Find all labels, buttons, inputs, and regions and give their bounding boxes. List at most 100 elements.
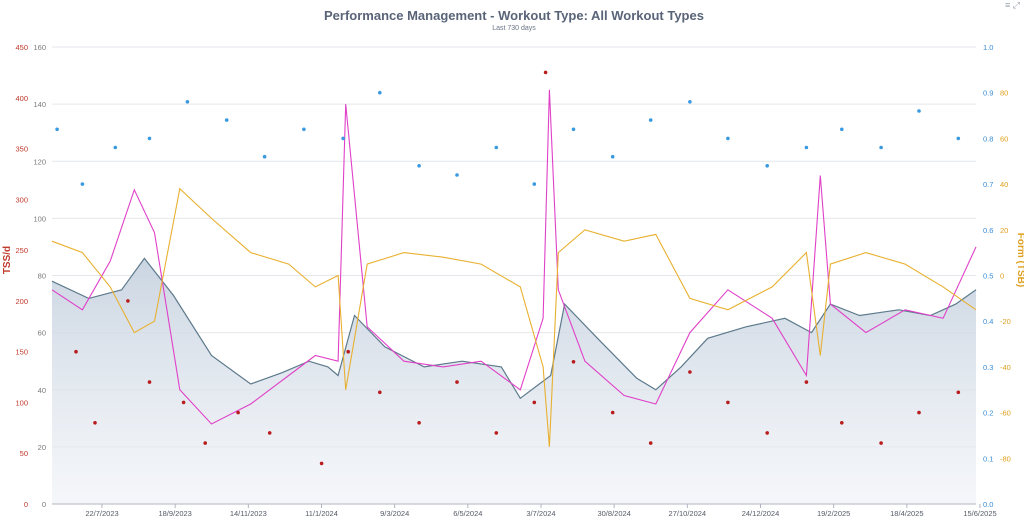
tsb-tick-label: 40 — [1000, 180, 1008, 189]
tss_daily-point — [203, 441, 207, 445]
tss_daily-point — [532, 400, 537, 405]
tss_daily-point — [267, 431, 272, 435]
if-tick-label: 0.2 — [983, 409, 993, 418]
tss_daily-point — [181, 400, 186, 405]
menu-icon[interactable]: ≡ ⤢ — [1005, 0, 1020, 10]
ctl-tick-label: 160 — [33, 43, 46, 52]
intensity_factor-point — [147, 136, 152, 141]
tss-tick-label: 450 — [15, 43, 28, 52]
intensity_factor-point — [956, 136, 961, 141]
axes: 0 20 40 60 80 100 120 140 160 0 50 100 150 200 250 300 3… — [15, 43, 1010, 518]
tss-tick-label: 250 — [15, 246, 28, 255]
intensity_factor-point — [185, 100, 190, 104]
x-tick-label: 18/4/2025 — [890, 509, 923, 518]
tss_daily-point — [494, 431, 499, 435]
intensity_factor-point — [55, 127, 59, 132]
x-tick-label: 11/1/2024 — [305, 509, 338, 518]
intensity_factor-point — [840, 127, 844, 132]
ctl-tick-label: 120 — [33, 157, 46, 166]
intensity_factor-point — [610, 154, 615, 159]
tsb-tick-label: -80 — [1000, 454, 1011, 463]
tss_daily-point — [726, 400, 730, 405]
intensity_factor-point — [494, 145, 499, 150]
x-tick-label: 6/5/2024 — [453, 509, 482, 518]
atl-line — [51, 89, 977, 425]
tss-tick-label: 350 — [15, 145, 28, 154]
ctl-area-fill — [52, 258, 976, 504]
x-tick-label: 3/7/2024 — [526, 509, 555, 518]
tss_daily-point — [319, 461, 324, 466]
tss_daily-point — [346, 349, 351, 354]
if-tick-label: 1.0 — [983, 43, 993, 52]
ctl-tick-label: 20 — [38, 443, 46, 452]
x-tick-label: 22/7/2023 — [85, 509, 118, 518]
intensity_factor-point — [417, 164, 421, 168]
tss_daily-point — [147, 380, 152, 384]
tss-tick-label: 150 — [15, 348, 28, 357]
ctl-tick-label: 60 — [38, 329, 46, 338]
intensity_factor-point — [532, 182, 537, 186]
x-tick-label: 18/9/2023 — [158, 509, 191, 518]
tss-tick-label: 200 — [15, 297, 28, 306]
intensity_factor-point — [455, 173, 459, 177]
tss_daily-point — [879, 441, 883, 445]
tsb-tick-label: 60 — [1000, 134, 1008, 143]
intensity_factor-point — [378, 90, 382, 95]
intensity_factor-point — [571, 127, 576, 132]
x-tick-label: 9/3/2024 — [380, 509, 409, 518]
intensity_factor-point — [224, 118, 229, 122]
tss_daily-point — [917, 410, 921, 415]
tss_daily-point — [688, 370, 692, 374]
ctl-tick-label: 140 — [33, 100, 46, 109]
tss_daily-point — [840, 421, 844, 425]
if-tick-label: 0.7 — [983, 180, 993, 189]
ctl-tick-label: 0 — [42, 500, 46, 509]
if-tick-label: 0.5 — [983, 272, 993, 281]
tss_daily-point — [543, 70, 548, 75]
tss_daily-point — [956, 390, 961, 395]
tsb-line — [51, 187, 977, 447]
intensity_factor-point — [341, 136, 345, 141]
tss-tick-label: 300 — [15, 195, 28, 204]
if-tick-label: 0.9 — [983, 89, 993, 98]
tss_daily-point — [648, 441, 653, 445]
intensity_factor-point — [879, 145, 883, 150]
tsb-tick-label: -20 — [1000, 317, 1011, 326]
x-tick-label: 24/12/2024 — [742, 509, 780, 518]
tss-tick-label: 400 — [15, 94, 28, 103]
chart-title: Performance Management - Workout Type: A… — [324, 8, 704, 23]
if-tick-label: 0.3 — [983, 363, 993, 372]
tss_daily-point — [455, 380, 459, 384]
scatter-points — [55, 70, 961, 466]
tss-tick-label: 0 — [24, 500, 28, 509]
intensity_factor-point — [804, 145, 809, 150]
tss_daily-point — [610, 410, 615, 415]
x-tick-label: 19/2/2025 — [817, 509, 850, 518]
tss_daily-point — [126, 299, 130, 303]
tss-tick-label: 50 — [20, 449, 28, 458]
tsb-tick-label: 20 — [1000, 226, 1008, 235]
x-tick-label: 15/6/2025 — [963, 509, 996, 518]
ctl-tick-label: 100 — [33, 214, 46, 223]
if-tick-label: 0.0 — [983, 500, 993, 509]
tss-tick-label: 100 — [15, 398, 28, 407]
intensity_factor-point — [80, 182, 85, 186]
tsb-axis-title: Form (TSB) — [1015, 233, 1024, 287]
intensity_factor-point — [726, 136, 730, 141]
tss_daily-point — [765, 431, 769, 435]
intensity_factor-point — [688, 100, 692, 104]
intensity_factor-point — [113, 145, 118, 150]
ctl-line — [51, 257, 977, 400]
tss_daily-point — [236, 410, 240, 415]
series-lines — [51, 89, 977, 447]
intensity_factor-point — [262, 154, 267, 159]
tsb-tick-label: -40 — [1000, 363, 1011, 372]
if-tick-label: 0.8 — [983, 134, 993, 143]
if-tick-label: 0.4 — [983, 317, 993, 326]
tsb-tick-label: 80 — [1000, 89, 1008, 98]
x-tick-label: 14/11/2023 — [230, 509, 267, 518]
intensity_factor-point — [302, 127, 306, 132]
tss_daily-point — [93, 421, 97, 425]
if-tick-label: 0.1 — [983, 454, 993, 463]
